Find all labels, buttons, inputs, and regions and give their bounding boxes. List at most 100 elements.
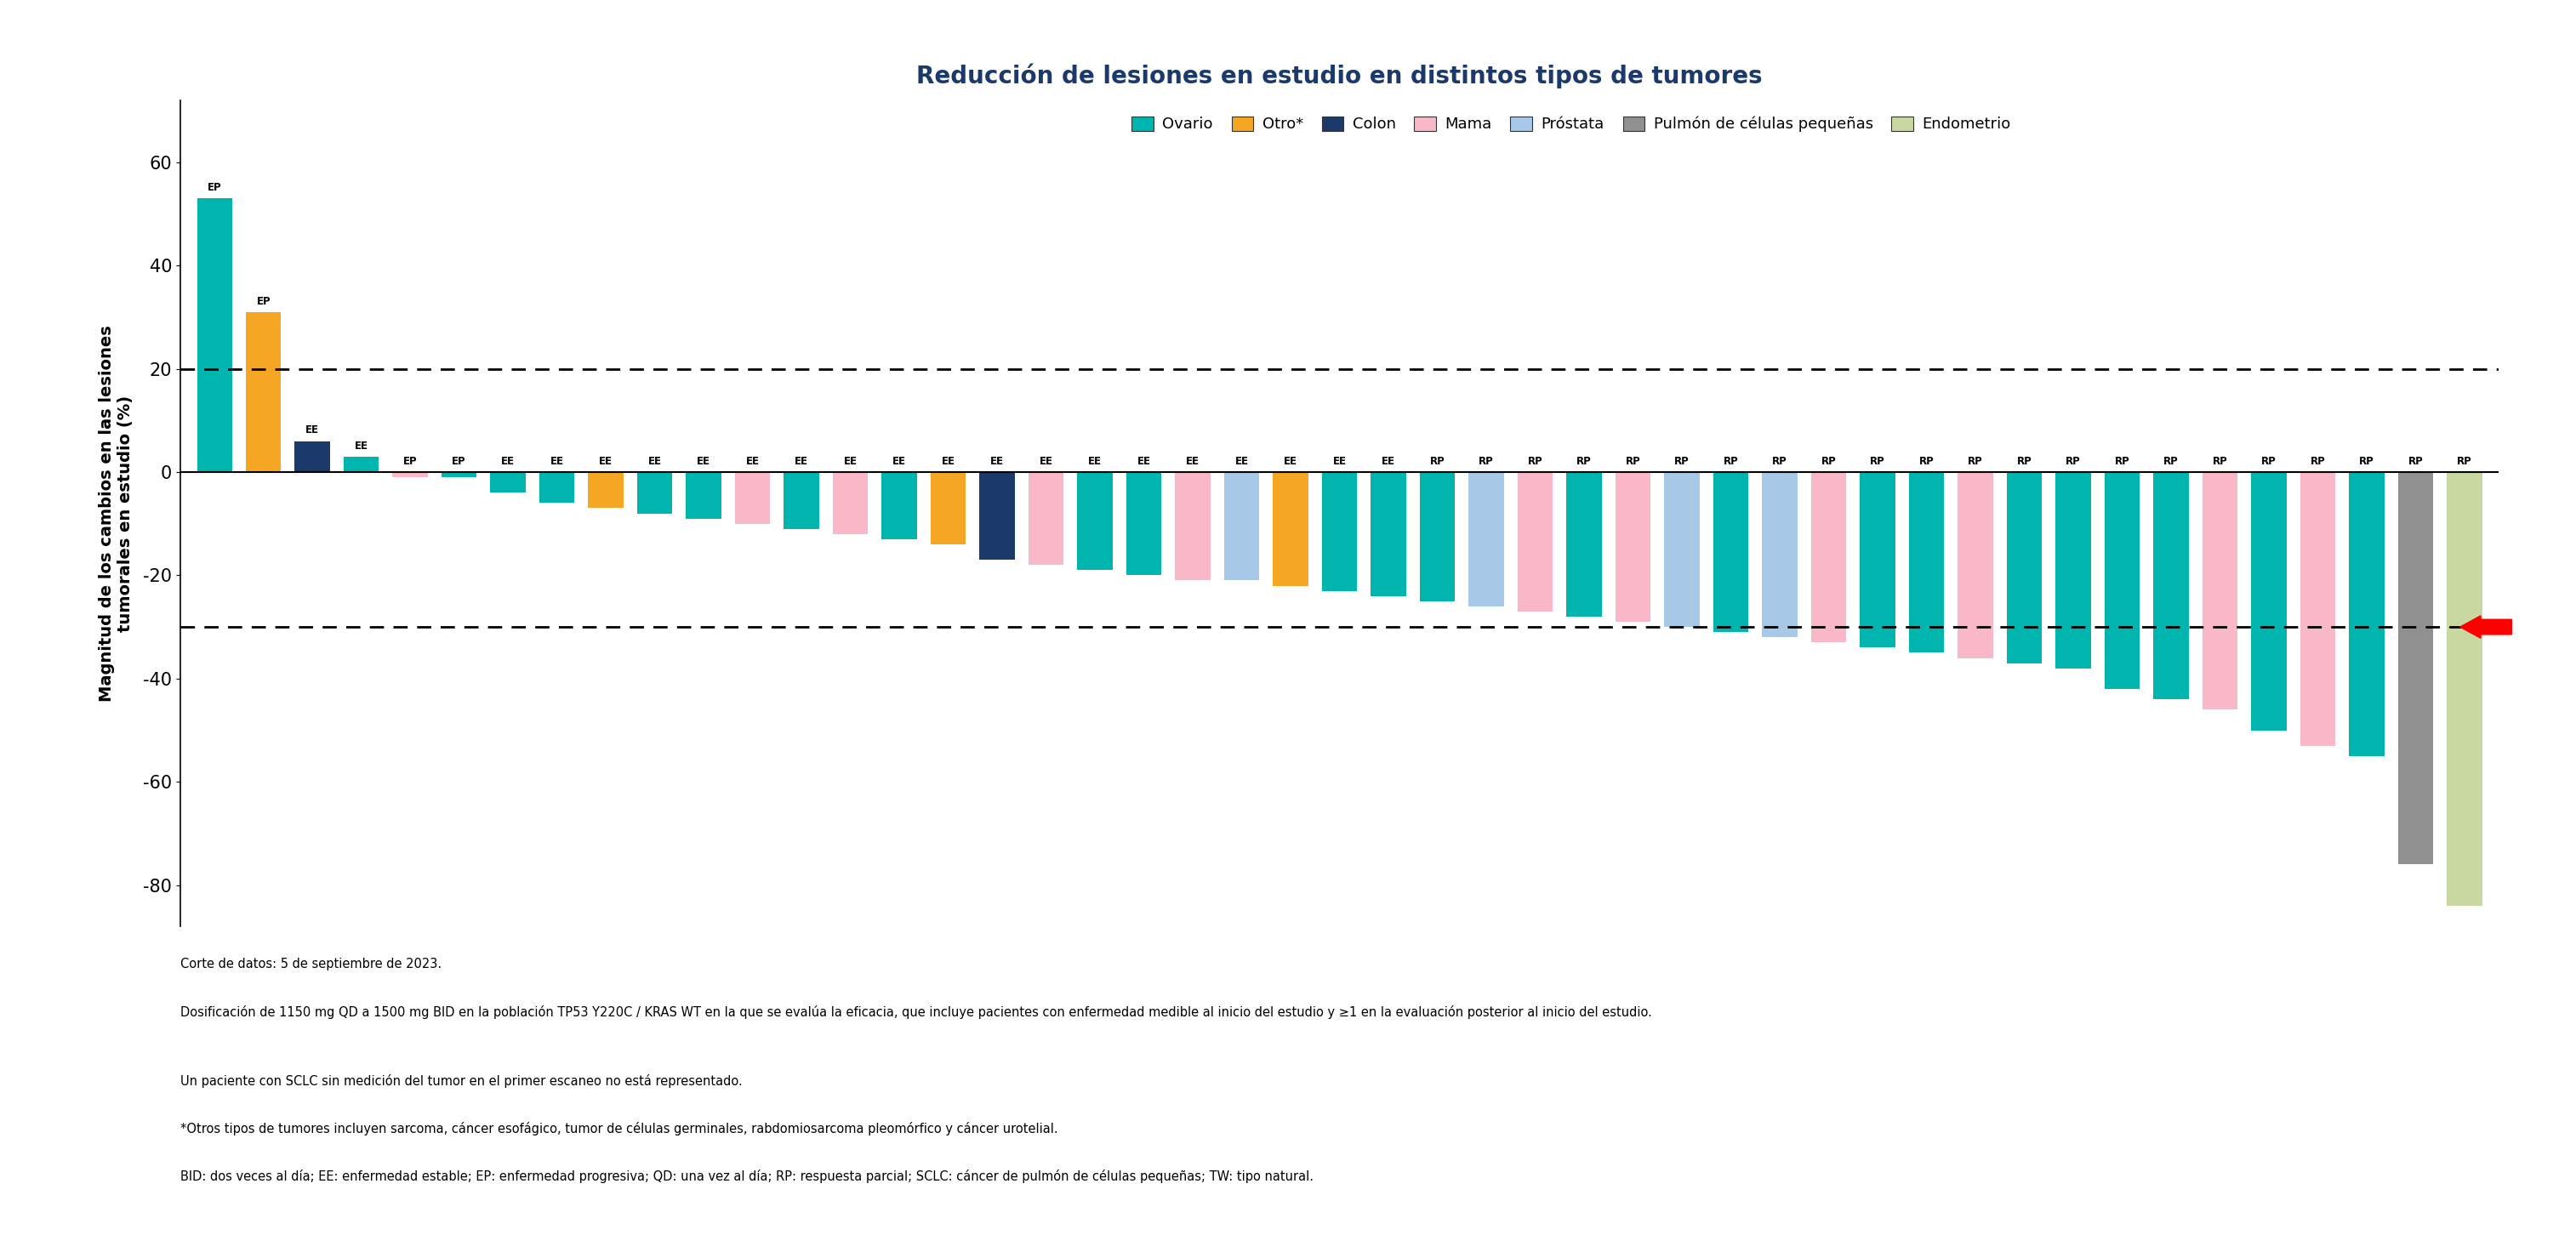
Text: RP: RP bbox=[1577, 456, 1592, 467]
Text: RP: RP bbox=[1430, 456, 1445, 467]
Bar bbox=[245, 312, 281, 472]
Bar bbox=[538, 472, 574, 503]
Text: EE: EE bbox=[940, 456, 956, 467]
Text: RP: RP bbox=[2017, 456, 2032, 467]
Bar bbox=[392, 472, 428, 477]
Bar bbox=[1126, 472, 1162, 576]
Bar bbox=[881, 472, 917, 540]
Bar bbox=[979, 472, 1015, 560]
Text: RP: RP bbox=[1870, 456, 1886, 467]
Text: EE: EE bbox=[989, 456, 1005, 467]
Bar bbox=[294, 441, 330, 472]
Text: Un paciente con SCLC sin medición del tumor en el primer escaneo no está represe: Un paciente con SCLC sin medición del tu… bbox=[180, 1074, 742, 1088]
Bar bbox=[2056, 472, 2092, 669]
Bar bbox=[1762, 472, 1798, 637]
Text: RP: RP bbox=[1723, 456, 1739, 467]
Text: EE: EE bbox=[747, 456, 760, 467]
Text: EE: EE bbox=[891, 456, 907, 467]
Bar bbox=[2007, 472, 2043, 664]
Text: EE: EE bbox=[307, 424, 319, 436]
Text: EE: EE bbox=[1185, 456, 1200, 467]
Bar bbox=[1468, 472, 1504, 606]
Text: EP: EP bbox=[258, 295, 270, 307]
Bar bbox=[343, 457, 379, 472]
Bar bbox=[440, 472, 477, 477]
Bar bbox=[1664, 472, 1700, 627]
Bar bbox=[636, 472, 672, 513]
Bar bbox=[489, 472, 526, 492]
Bar bbox=[1175, 472, 1211, 581]
Bar bbox=[1811, 472, 1847, 642]
Bar bbox=[1077, 472, 1113, 570]
Bar bbox=[1419, 472, 1455, 601]
Bar bbox=[1517, 472, 1553, 611]
Text: RP: RP bbox=[1772, 456, 1788, 467]
Bar bbox=[1713, 472, 1749, 632]
Bar bbox=[1615, 472, 1651, 622]
Bar bbox=[930, 472, 966, 545]
Bar bbox=[1860, 472, 1896, 647]
Bar bbox=[2398, 472, 2434, 864]
Text: EE: EE bbox=[793, 456, 809, 467]
Bar bbox=[832, 472, 868, 533]
Bar bbox=[685, 472, 721, 518]
Text: RP: RP bbox=[2311, 456, 2326, 467]
Bar bbox=[1958, 472, 1994, 659]
Bar bbox=[1224, 472, 1260, 581]
Text: EE: EE bbox=[551, 456, 564, 467]
Legend: Ovario, Otro*, Colon, Mama, Próstata, Pulmón de células pequeñas, Endometrio: Ovario, Otro*, Colon, Mama, Próstata, Pu… bbox=[1131, 116, 2012, 133]
Bar bbox=[2105, 472, 2141, 689]
Text: RP: RP bbox=[1821, 456, 1837, 467]
Text: EE: EE bbox=[698, 456, 711, 467]
Text: RP: RP bbox=[2360, 456, 2375, 467]
Text: RP: RP bbox=[1674, 456, 1690, 467]
Title: Reducción de lesiones en estudio en distintos tipos de tumores: Reducción de lesiones en estudio en dist… bbox=[917, 64, 1762, 89]
Text: RP: RP bbox=[2164, 456, 2179, 467]
Bar bbox=[783, 472, 819, 528]
Text: EP: EP bbox=[209, 182, 222, 193]
Text: RP: RP bbox=[1919, 456, 1935, 467]
Text: RP: RP bbox=[2066, 456, 2081, 467]
Bar bbox=[2300, 472, 2336, 746]
Text: EE: EE bbox=[1136, 456, 1151, 467]
Text: RP: RP bbox=[2262, 456, 2277, 467]
Bar bbox=[196, 198, 232, 472]
Text: BID: dos veces al día; EE: enfermedad estable; EP: enfermedad progresiva; QD: un: BID: dos veces al día; EE: enfermedad es… bbox=[180, 1169, 1314, 1183]
Text: EE: EE bbox=[355, 441, 368, 451]
Text: RP: RP bbox=[2409, 456, 2424, 467]
Bar bbox=[1273, 472, 1309, 586]
Text: EE: EE bbox=[1332, 456, 1347, 467]
Bar bbox=[2251, 472, 2287, 730]
Text: EE: EE bbox=[1087, 456, 1103, 467]
Text: RP: RP bbox=[2115, 456, 2130, 467]
Y-axis label: Magnitud de los cambios en las lesiones
tumorales en estudio (%): Magnitud de los cambios en las lesiones … bbox=[98, 326, 134, 701]
Text: RP: RP bbox=[1528, 456, 1543, 467]
Text: EP: EP bbox=[402, 456, 417, 467]
Text: RP: RP bbox=[1968, 456, 1984, 467]
Text: EE: EE bbox=[1038, 456, 1054, 467]
Bar bbox=[2202, 472, 2239, 710]
Bar bbox=[1321, 472, 1358, 591]
Text: EE: EE bbox=[1234, 456, 1249, 467]
Text: EE: EE bbox=[842, 456, 858, 467]
Bar bbox=[1566, 472, 1602, 616]
Bar bbox=[2349, 472, 2385, 756]
Bar bbox=[1909, 472, 1945, 652]
Text: RP: RP bbox=[1625, 456, 1641, 467]
Text: RP: RP bbox=[2458, 456, 2473, 467]
Text: EP: EP bbox=[451, 456, 466, 467]
Bar bbox=[1370, 472, 1406, 596]
Bar bbox=[734, 472, 770, 523]
Text: RP: RP bbox=[2213, 456, 2228, 467]
Text: EE: EE bbox=[600, 456, 613, 467]
Text: RP: RP bbox=[1479, 456, 1494, 467]
Text: Dosificación de 1150 mg QD a 1500 mg BID en la población TP53 Y220C / KRAS WT en: Dosificación de 1150 mg QD a 1500 mg BID… bbox=[180, 1005, 1651, 1019]
Text: *Otros tipos de tumores incluyen sarcoma, cáncer esofágico, tumor de células ger: *Otros tipos de tumores incluyen sarcoma… bbox=[180, 1122, 1059, 1136]
Text: Corte de datos: 5 de septiembre de 2023.: Corte de datos: 5 de septiembre de 2023. bbox=[180, 958, 440, 970]
Bar bbox=[2154, 472, 2190, 699]
Text: EE: EE bbox=[502, 456, 515, 467]
Bar bbox=[587, 472, 623, 508]
Text: EE: EE bbox=[1381, 456, 1396, 467]
Text: EE: EE bbox=[649, 456, 662, 467]
Bar bbox=[2447, 472, 2483, 906]
